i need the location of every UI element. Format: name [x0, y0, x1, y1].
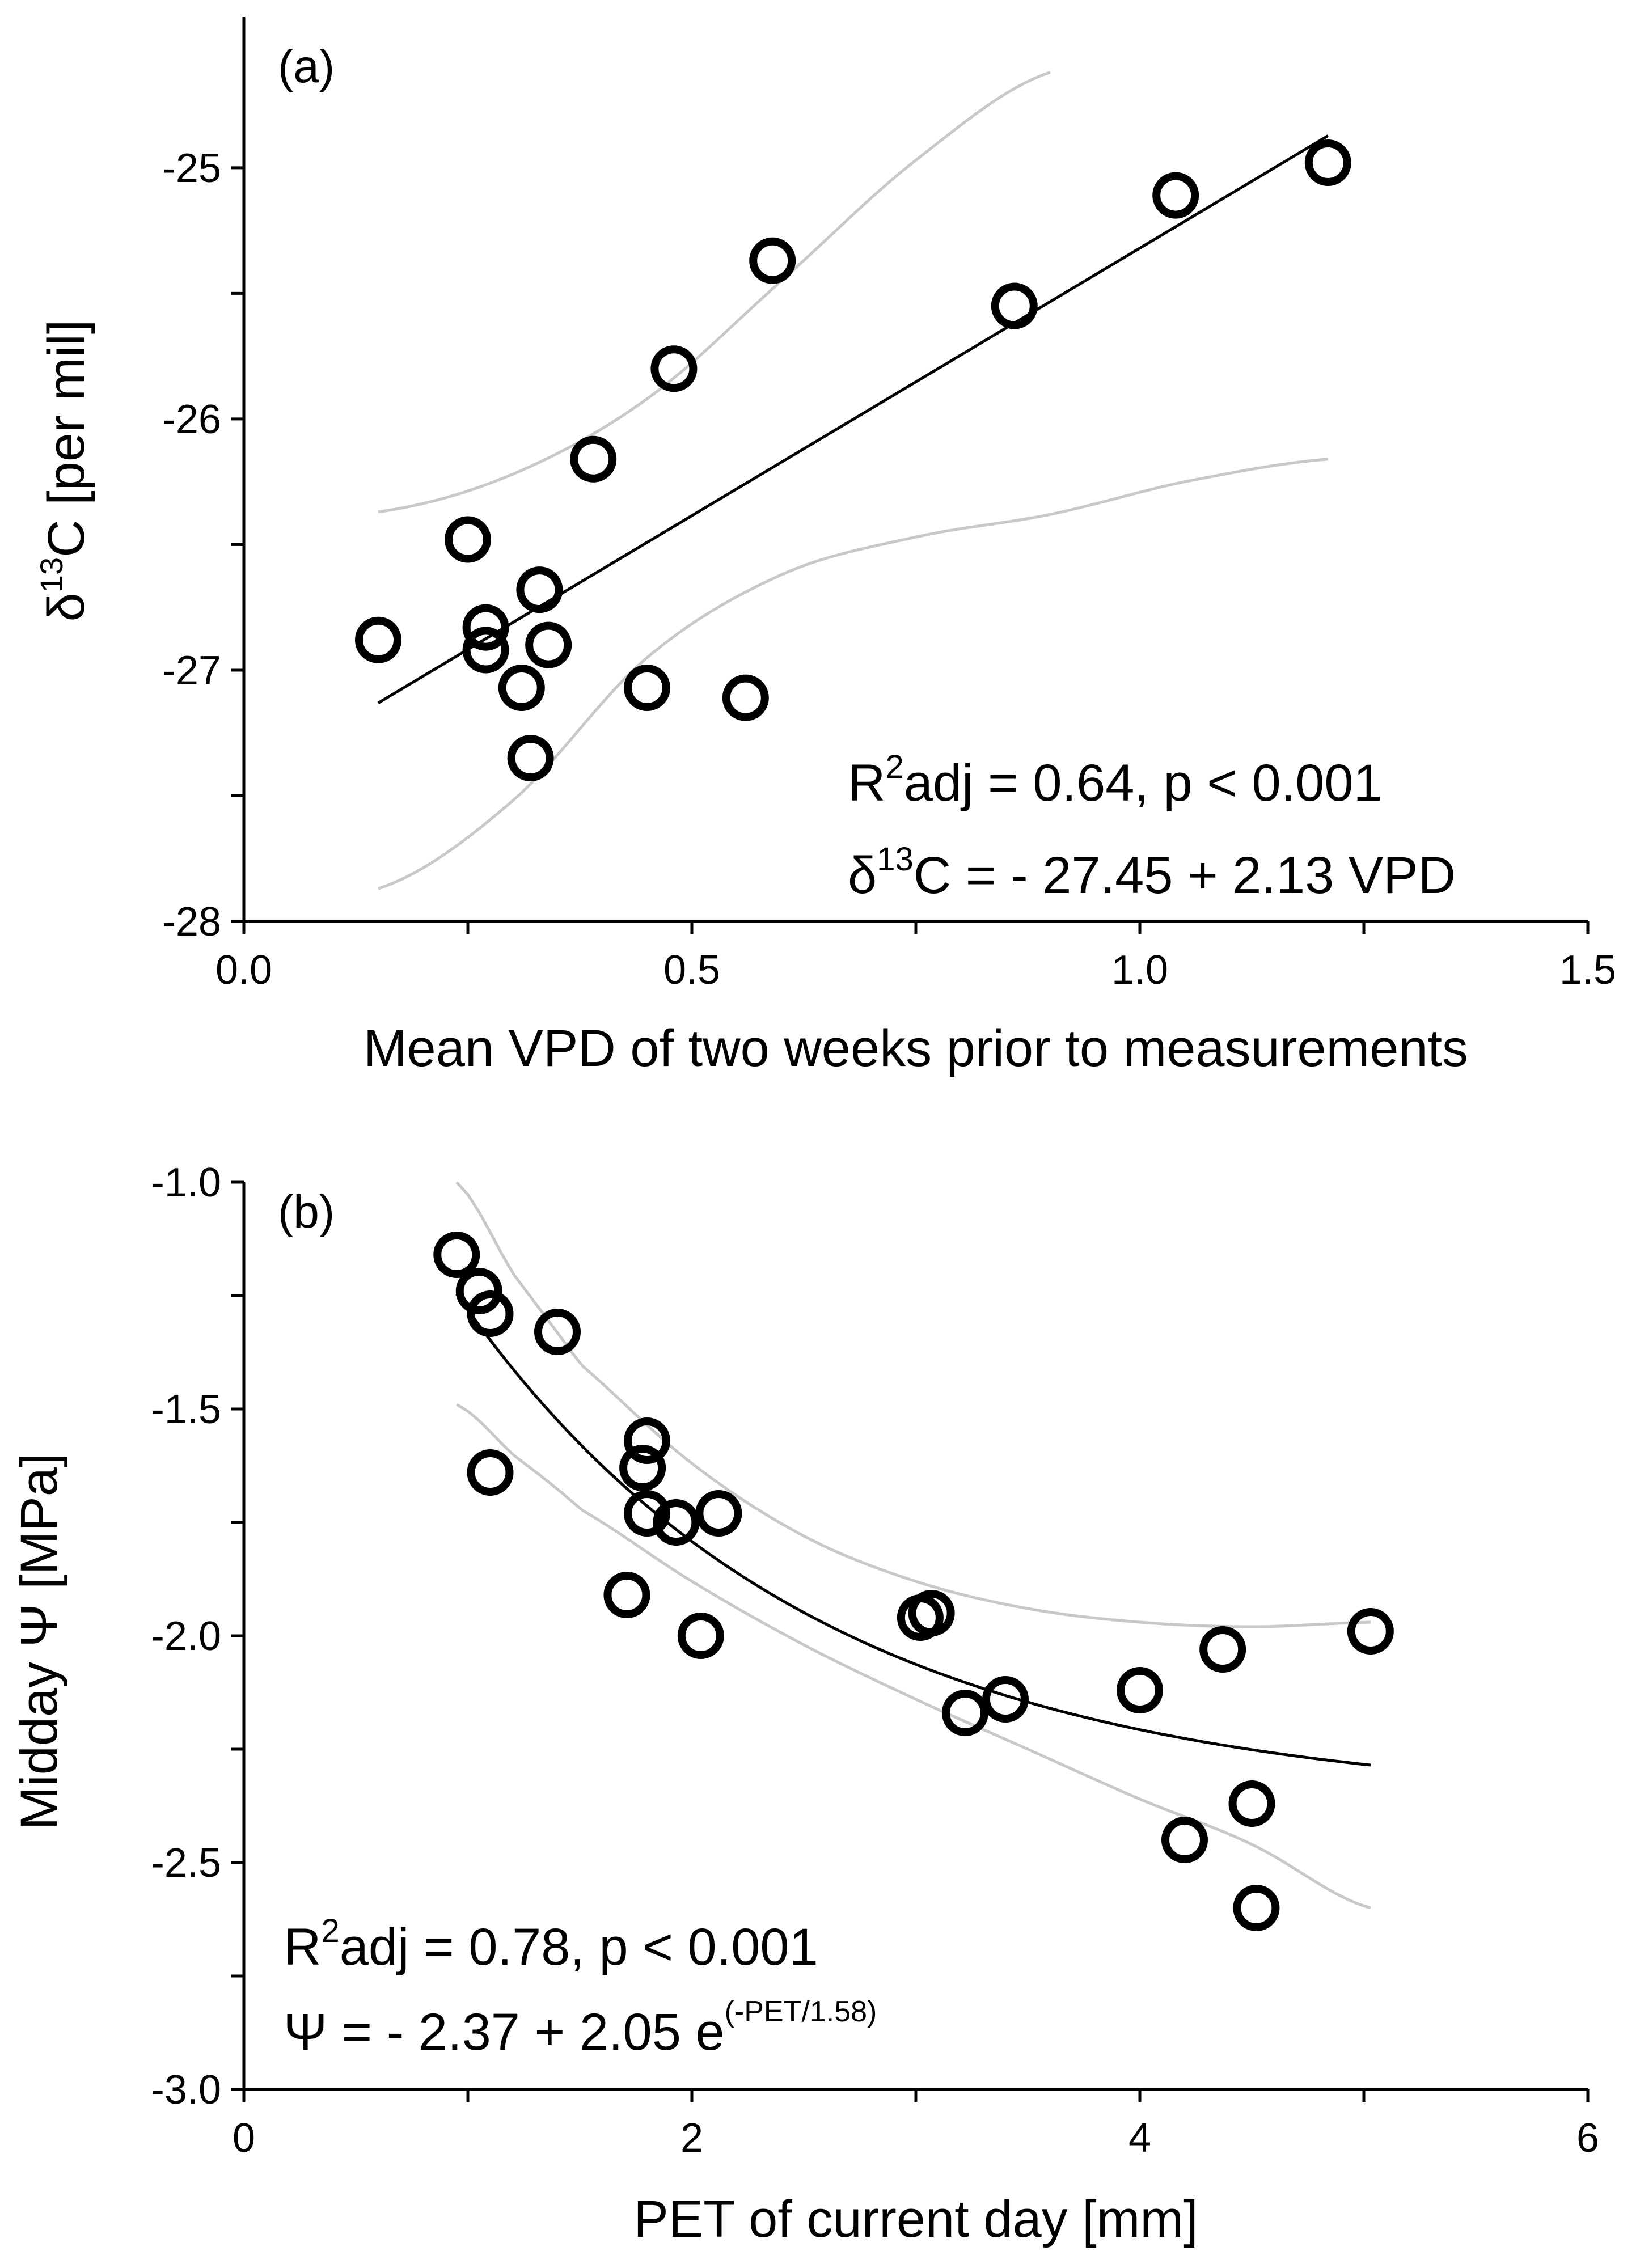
data-point	[498, 664, 545, 711]
panel-b-y-axis-title: Midday Ψ [MPa]	[10, 1453, 68, 1830]
data-point	[462, 604, 509, 651]
confidence-band-lower	[378, 458, 1329, 890]
panel-a-annotation-r2: R2adj = 0.64, p < 0.001	[848, 748, 1383, 812]
data-point	[1304, 139, 1351, 186]
data-point	[525, 621, 572, 668]
data-point	[991, 282, 1038, 329]
data-point	[619, 1445, 666, 1491]
data-point	[624, 1417, 670, 1464]
regression-line	[377, 134, 1329, 704]
data-point	[624, 1490, 670, 1537]
y-tick-label: -1.5	[151, 1387, 221, 1432]
data-point	[462, 627, 509, 674]
confidence-band-lower	[456, 1403, 1371, 1910]
data-point	[1117, 1667, 1163, 1713]
data-point	[653, 1499, 700, 1546]
data-point	[433, 1232, 480, 1278]
data-point	[908, 1590, 955, 1636]
data-point	[1347, 1608, 1394, 1655]
x-tick-label: 0.5	[663, 947, 720, 993]
data-point	[467, 1449, 514, 1496]
y-tick-label: -28	[162, 899, 221, 945]
data-point	[516, 566, 563, 613]
y-tick-label: -2.0	[151, 1614, 221, 1659]
x-tick-label: 1.5	[1559, 947, 1616, 993]
confidence-band-upper	[455, 1181, 1371, 1628]
panel-a-y-axis-title: δ13C [per mil]	[33, 320, 95, 622]
panel-b-x-axis-title: PET of current day [mm]	[633, 2190, 1198, 2248]
regression-line	[455, 1293, 1371, 1767]
data-point	[1228, 1780, 1275, 1827]
data-point	[695, 1490, 742, 1537]
data-point	[1199, 1626, 1246, 1673]
data-point	[445, 516, 491, 563]
y-tick-label: -3.0	[151, 2067, 221, 2113]
data-point	[650, 345, 698, 392]
panel-a-annotation-equation: δ13C = - 27.45 + 2.13 VPD	[848, 841, 1456, 904]
data-point	[507, 735, 554, 782]
panel-b-annotation-r2: R2adj = 0.78, p < 0.001	[284, 1912, 818, 1976]
panel-a: 0.0 0.5 1.0 1.5 -28 -27 -26 -25 (a) Mean VPD of…	[33, 17, 1616, 1077]
data-point	[677, 1613, 724, 1659]
y-tick-label: -27	[162, 648, 221, 693]
x-tick-label: 6	[1576, 2115, 1599, 2161]
data-point	[624, 664, 670, 711]
data-point	[941, 1690, 988, 1736]
confidence-band-upper	[378, 71, 1051, 514]
x-tick-label: 1.0	[1111, 947, 1168, 993]
y-tick-label: -1.0	[151, 1160, 221, 1205]
data-point	[355, 616, 401, 663]
data-point	[570, 435, 617, 483]
data-point	[749, 237, 796, 284]
x-tick-label: 0.0	[215, 947, 272, 993]
x-tick-label: 4	[1128, 2115, 1151, 2161]
panel-b-label: (b)	[278, 1186, 335, 1238]
data-point	[982, 1676, 1029, 1723]
x-tick-label: 0	[233, 2115, 255, 2161]
panel-b: 0 2 4 6 -3.0 -2.5 -2.0 -1.5 -1.0 (b) PET of curr…	[10, 1160, 1599, 2248]
panel-b-annotation-equation: Ψ = - 2.37 + 2.05 e(-PET/1.58)	[284, 1995, 877, 2061]
data-point	[1152, 172, 1199, 219]
data-point	[603, 1572, 650, 1618]
y-tick-label: -26	[162, 397, 221, 442]
y-tick-label: -2.5	[151, 1840, 221, 1886]
panel-a-label: (a)	[278, 41, 335, 92]
data-point	[722, 674, 769, 721]
panel-a-x-axis-title: Mean VPD of two weeks prior to measureme…	[363, 1019, 1468, 1077]
data-point	[1233, 1885, 1280, 1931]
data-point	[1161, 1817, 1208, 1863]
data-point	[467, 1290, 514, 1337]
data-point	[534, 1309, 581, 1355]
y-tick-label: -25	[162, 146, 221, 191]
x-tick-label: 2	[680, 2115, 703, 2161]
data-point	[455, 1268, 502, 1314]
